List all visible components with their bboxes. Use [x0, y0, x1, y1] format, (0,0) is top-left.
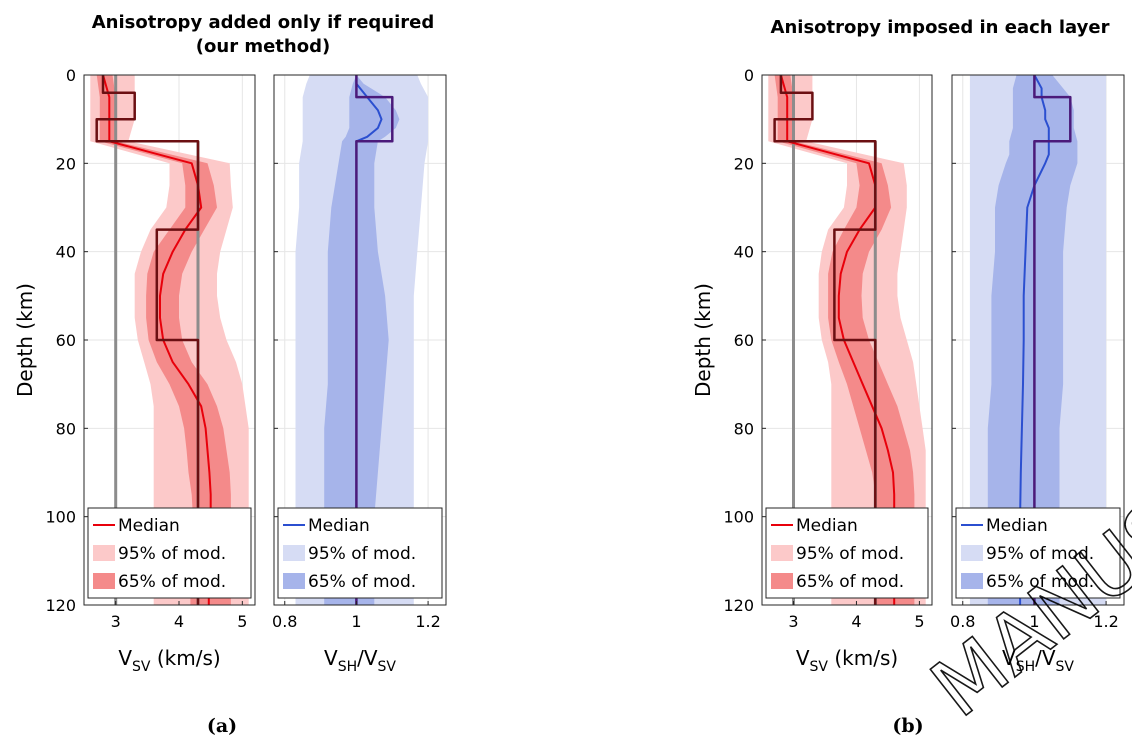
legend-label-p65: 65% of mod.: [986, 572, 1094, 592]
y-tick-label: 0: [66, 66, 76, 85]
legend-65-swatch: [283, 573, 305, 589]
legend-label-p95: 95% of mod.: [796, 544, 904, 564]
true-model-line: [355, 75, 394, 605]
panel-a-right: 0.8 1 1.2 VSH/VSV Median 95% of mod. 65% of mo…: [272, 74, 447, 675]
legend: Median 95% of mod. 65% of mod.: [955, 507, 1121, 599]
true-model-line: [95, 75, 200, 605]
legend: Median 95% of mod. 65% of mod.: [765, 507, 929, 599]
legend-65-swatch: [771, 573, 793, 589]
y-tick-label: 100: [723, 508, 754, 527]
legend-label-p65: 65% of mod.: [308, 572, 416, 592]
legend-label-p95: 95% of mod.: [308, 544, 416, 564]
legend-label-median: Median: [118, 516, 180, 536]
y-tick-label: 20: [734, 154, 754, 173]
band-65: [987, 75, 1078, 605]
x-axis-label: VSH/VSV: [324, 646, 396, 675]
x-tick-label: 4: [174, 612, 184, 631]
legend-label-p95: 95% of mod.: [118, 544, 226, 564]
panel-label-b: (b): [892, 715, 923, 737]
median-line: [1019, 75, 1050, 605]
legend-box: [277, 507, 443, 599]
y-tick-label: 60: [56, 331, 76, 350]
legend-95-swatch: [93, 545, 115, 561]
x-tick-label: 1: [1029, 612, 1039, 631]
y-tick-label: 40: [56, 243, 76, 262]
true-model-line: [773, 75, 877, 605]
y-tick-label: 120: [723, 596, 754, 615]
x-tick-label: 0.8: [272, 612, 297, 631]
ylabel-a: Depth (km): [13, 283, 37, 397]
plot-area: [84, 75, 255, 605]
x-axis-label: VSH/VSV: [1002, 646, 1074, 675]
y-tick-label: 100: [45, 508, 76, 527]
legend: Median 95% of mod. 65% of mod.: [87, 507, 252, 599]
x-tick-label: 1.2: [415, 612, 440, 631]
plot-area: [762, 75, 932, 605]
x-tick-label: 5: [914, 612, 924, 631]
title-b: Anisotropy imposed in each layer: [771, 17, 1110, 38]
y-tick-label: 20: [56, 154, 76, 173]
y-tick-label: 40: [734, 243, 754, 262]
y-tick-label: 0: [744, 66, 754, 85]
x-tick-label: 3: [111, 612, 121, 631]
y-tick-label: 80: [734, 419, 754, 438]
legend-box: [955, 507, 1121, 599]
x-tick-label: 3: [788, 612, 798, 631]
legend-95-swatch: [771, 545, 793, 561]
legend-label-p65: 65% of mod.: [118, 572, 226, 592]
legend-label-p95: 95% of mod.: [986, 544, 1094, 564]
panel-b-left: 0 20 40 60 80 100 120 3 4 5 VSV (km/s) Median 95% of…: [723, 66, 933, 675]
x-tick-label: 1.2: [1093, 612, 1118, 631]
legend-label-median: Median: [308, 516, 370, 536]
ylabel-b: Depth (km): [691, 283, 715, 397]
legend-label-median: Median: [796, 516, 858, 536]
plot-area: [952, 75, 1124, 605]
x-tick-label: 4: [851, 612, 861, 631]
legend-95-swatch: [961, 545, 983, 561]
title-a-line1: Anisotropy added only if required: [92, 12, 435, 33]
y-tick-label: 60: [734, 331, 754, 350]
plot-area: [274, 75, 446, 605]
band-65: [324, 75, 400, 605]
legend-65-swatch: [961, 573, 983, 589]
y-tick-label: 80: [56, 419, 76, 438]
x-tick-label: 1: [351, 612, 361, 631]
legend-label-median: Median: [986, 516, 1048, 536]
panel-label-a: (a): [207, 715, 237, 737]
panel-a-left: 0 20 40 60 80 100 120 3 4 5 VSV (km/s) Median 95% of…: [45, 66, 256, 675]
legend-box: [87, 507, 252, 599]
legend-65-swatch: [93, 573, 115, 589]
y-tick-label: 120: [45, 596, 76, 615]
title-a-line2: (our method): [196, 36, 330, 57]
legend-label-p65: 65% of mod.: [796, 572, 904, 592]
x-axis-label: VSV (km/s): [796, 646, 898, 675]
legend: Median 95% of mod. 65% of mod.: [277, 507, 443, 599]
true-model-line: [1033, 75, 1072, 605]
legend-95-swatch: [283, 545, 305, 561]
panel-b-right: 0.8 1 1.2 VSH/VSV Median 95% of mod. 65% of mo…: [950, 74, 1125, 675]
x-tick-label: 0.8: [950, 612, 975, 631]
x-tick-label: 5: [237, 612, 247, 631]
x-axis-label: VSV (km/s): [118, 646, 220, 675]
